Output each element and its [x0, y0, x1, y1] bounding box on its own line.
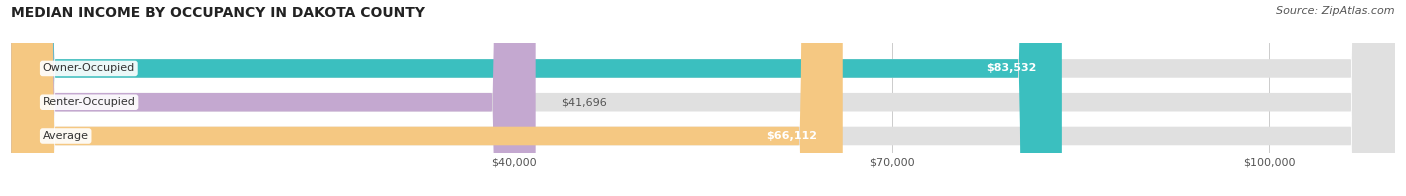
FancyBboxPatch shape [11, 0, 1062, 196]
FancyBboxPatch shape [11, 0, 1395, 196]
FancyBboxPatch shape [11, 0, 1395, 196]
Text: $66,112: $66,112 [766, 131, 818, 141]
Text: Owner-Occupied: Owner-Occupied [42, 64, 135, 74]
FancyBboxPatch shape [11, 0, 536, 196]
Text: Average: Average [42, 131, 89, 141]
Text: $83,532: $83,532 [987, 64, 1036, 74]
Text: MEDIAN INCOME BY OCCUPANCY IN DAKOTA COUNTY: MEDIAN INCOME BY OCCUPANCY IN DAKOTA COU… [11, 6, 425, 20]
Text: Renter-Occupied: Renter-Occupied [42, 97, 135, 107]
FancyBboxPatch shape [11, 0, 1395, 196]
FancyBboxPatch shape [11, 0, 842, 196]
Text: Source: ZipAtlas.com: Source: ZipAtlas.com [1277, 6, 1395, 16]
Text: $41,696: $41,696 [561, 97, 606, 107]
